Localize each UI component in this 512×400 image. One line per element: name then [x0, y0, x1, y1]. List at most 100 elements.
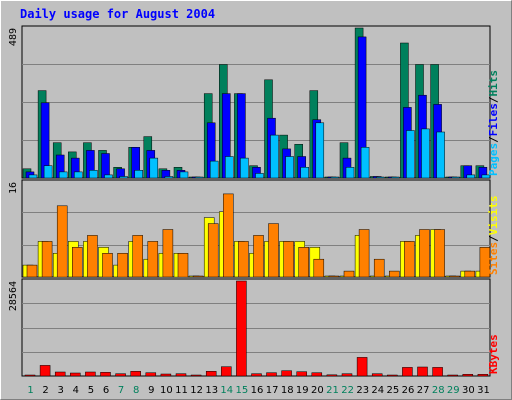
- bar-kbytes-day-2: [39, 365, 51, 377]
- bar-sites-day-29: [449, 275, 460, 278]
- bar-sites-day-15: [238, 241, 249, 278]
- bar-kbytes-day-7: [115, 373, 126, 377]
- x-tick-day-19: 19: [296, 385, 309, 396]
- bar-kbytes-day-8: [130, 371, 141, 377]
- bar-pages-day-5: [89, 170, 98, 179]
- x-tick-day-1: 1: [27, 385, 33, 396]
- bar-sites-day-19: [298, 247, 309, 278]
- bar-pages-day-3: [58, 171, 68, 179]
- x-tick-day-10: 10: [160, 385, 173, 396]
- bar-sites-day-8: [132, 235, 143, 278]
- bar-kbytes-day-24: [371, 373, 383, 377]
- x-tick-day-4: 4: [73, 385, 79, 396]
- bar-sites-day-17: [268, 223, 279, 278]
- bar-kbytes-day-21: [326, 374, 338, 377]
- x-tick-day-20: 20: [311, 385, 324, 396]
- x-tick-day-8: 8: [133, 385, 139, 396]
- bar-kbytes-day-30: [462, 374, 474, 377]
- bar-kbytes-day-14: [221, 366, 232, 377]
- bar-pages-day-24: [375, 176, 385, 179]
- bar-pages-day-7: [119, 176, 128, 179]
- panel-legend-label: Pages/Files/Hits: [487, 70, 500, 176]
- bar-sites-day-23: [358, 229, 370, 278]
- x-tick-day-31: 31: [477, 385, 490, 396]
- bar-pages-day-18: [285, 156, 294, 179]
- bar-sites-day-1: [26, 264, 38, 278]
- bar-sites-day-18: [283, 241, 294, 278]
- legend-part: /: [487, 96, 500, 103]
- bar-kbytes-day-18: [281, 370, 292, 377]
- bar-pages-day-26: [406, 130, 415, 179]
- legend-part: Sites: [487, 242, 500, 275]
- bar-pages-day-11: [179, 171, 189, 179]
- bar-pages-day-15: [240, 157, 249, 179]
- bar-pages-day-13: [209, 160, 219, 179]
- panel-visits: 16 Sites/Visits: [8, 179, 500, 278]
- plot-area: [21, 278, 491, 377]
- legend-part: KBytes: [487, 334, 500, 374]
- x-tick-day-11: 11: [175, 385, 188, 396]
- x-tick-day-21: 21: [326, 385, 339, 396]
- x-axis-tick-labels: 1 2 3 4 5 6 7 8 9 10 11 12 13 14 15 16 17 18 19 20 21 22 23 24 2…: [27, 385, 490, 396]
- bar-sites-day-22: [343, 270, 355, 278]
- bar-kbytes-day-13: [205, 371, 217, 377]
- legend-part: Files: [487, 103, 500, 136]
- bar-sites-day-25: [389, 270, 400, 278]
- bar-kbytes-day-5: [85, 371, 96, 377]
- bar-sites-day-31: [479, 247, 491, 278]
- bar-pages-day-8: [134, 170, 143, 179]
- x-tick-day-3: 3: [58, 385, 64, 396]
- bar-pages-day-20: [315, 122, 325, 179]
- bar-sites-day-10: [162, 229, 174, 278]
- x-tick-day-28: 28: [432, 385, 445, 396]
- bar-kbytes-day-11: [175, 373, 187, 377]
- bar-pages-day-6: [104, 174, 113, 179]
- bar-pages-day-2: [43, 165, 53, 179]
- bar-kbytes-day-12: [190, 374, 202, 377]
- bar-sites-day-2: [41, 241, 53, 278]
- bar-sites-day-7: [117, 253, 128, 278]
- x-tick-day-2: 2: [42, 385, 48, 396]
- x-tick-day-25: 25: [387, 385, 400, 396]
- bar-pages-day-21: [330, 176, 340, 179]
- x-tick-day-7: 7: [118, 385, 124, 396]
- bar-pages-day-1: [28, 174, 38, 179]
- bar-pages-day-9: [149, 157, 159, 179]
- bar-sites-day-5: [87, 235, 98, 278]
- bar-kbytes-day-3: [54, 371, 66, 377]
- bar-sites-day-3: [56, 205, 68, 278]
- bar-pages-day-25: [391, 176, 400, 179]
- legend-part: Pages: [487, 143, 500, 176]
- bar-kbytes-day-1: [24, 374, 36, 377]
- bar-kbytes-day-23: [356, 357, 368, 377]
- bar-kbytes-day-20: [311, 372, 323, 377]
- bar-pages-day-28: [436, 131, 445, 179]
- x-tick-day-5: 5: [88, 385, 94, 396]
- bar-pages-day-23: [360, 147, 370, 179]
- bar-pages-day-4: [74, 171, 83, 179]
- x-tick-day-30: 30: [462, 385, 475, 396]
- bar-sites-day-20: [313, 258, 325, 278]
- bar-kbytes-day-4: [70, 372, 81, 377]
- legend-part: /: [487, 136, 500, 143]
- x-tick-day-13: 13: [205, 385, 218, 396]
- x-tick-day-27: 27: [417, 385, 430, 396]
- bar-sites-day-16: [253, 235, 264, 278]
- bar-sites-day-4: [72, 247, 83, 278]
- bar-sites-day-13: [207, 223, 219, 278]
- bar-files-day-6: [101, 153, 110, 179]
- bar-kbytes-day-25: [387, 374, 398, 377]
- x-tick-day-15: 15: [236, 385, 249, 396]
- bar-pages-day-17: [270, 134, 279, 179]
- legend-part: /: [487, 235, 500, 242]
- bar-sites-day-28: [434, 229, 445, 278]
- bar-pages-day-16: [255, 173, 264, 179]
- bar-kbytes-day-9: [145, 372, 157, 377]
- bar-pages-day-10: [164, 176, 174, 179]
- bar-pages-day-12: [194, 176, 204, 179]
- bar-sites-day-30: [464, 270, 476, 278]
- bar-sites-day-21: [328, 275, 340, 278]
- bar-kbytes-day-6: [100, 372, 111, 377]
